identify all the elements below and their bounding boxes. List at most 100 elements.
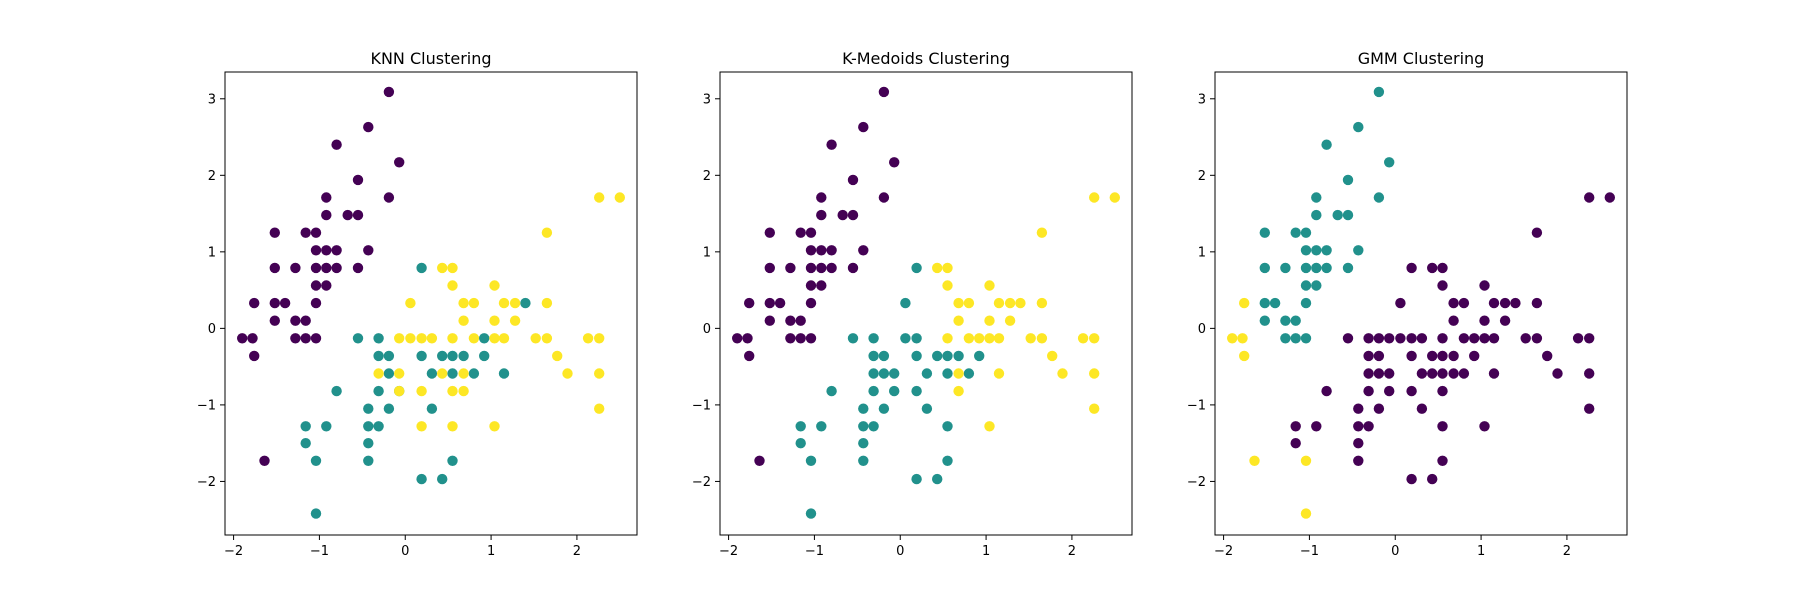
scatter-point-cluster-2 — [447, 421, 458, 432]
scatter-point-cluster-2 — [489, 333, 500, 344]
scatter-point-cluster-1 — [974, 350, 985, 362]
y-tick-label: −1 — [197, 398, 216, 413]
y-tick-label: 1 — [208, 245, 216, 260]
scatter-point-cluster-0 — [847, 209, 859, 221]
scatter-point-cluster-0 — [352, 262, 364, 274]
scatter-point-cluster-2 — [1227, 333, 1238, 344]
scatter-point-cluster-0 — [1542, 350, 1553, 362]
scatter-point-cluster-0 — [1437, 280, 1448, 291]
scatter-point-cluster-1 — [953, 350, 964, 362]
scatter-point-cluster-2 — [1036, 227, 1048, 238]
scatter-point-cluster-2 — [984, 280, 995, 291]
scatter-point-cluster-1 — [868, 385, 879, 397]
scatter-point-cluster-0 — [1604, 192, 1616, 203]
scatter-point-cluster-2 — [489, 315, 500, 326]
scatter-point-cluster-2 — [1249, 455, 1260, 466]
scatter-point-cluster-2 — [1089, 192, 1100, 203]
scatter-point-cluster-0 — [290, 333, 301, 344]
scatter-point-cluster-0 — [847, 174, 859, 186]
scatter-point-cluster-0 — [269, 227, 280, 238]
scatter-point-cluster-1 — [921, 368, 933, 379]
scatter-point-cluster-2 — [405, 333, 416, 344]
scatter-point-cluster-0 — [1373, 333, 1385, 344]
scatter-point-cluster-0 — [1510, 297, 1521, 309]
scatter-point-cluster-0 — [816, 262, 827, 274]
scatter-point-cluster-1 — [363, 403, 374, 414]
scatter-point-cluster-0 — [1416, 403, 1428, 414]
scatter-point-cluster-0 — [269, 262, 280, 274]
scatter-point-cluster-0 — [1321, 385, 1332, 397]
scatter-point-cluster-1 — [373, 385, 384, 397]
scatter-point-cluster-1 — [1300, 262, 1312, 274]
plot-frame — [719, 71, 1133, 536]
scatter-point-cluster-2 — [932, 262, 943, 274]
scatter-point-cluster-0 — [1448, 368, 1459, 379]
scatter-point-cluster-1 — [1342, 209, 1354, 221]
scatter-point-cluster-2 — [447, 280, 458, 291]
scatter-point-cluster-0 — [269, 315, 280, 326]
plot-frame — [224, 71, 638, 536]
scatter-point-cluster-2 — [1036, 297, 1048, 309]
scatter-point-cluster-0 — [1552, 368, 1563, 379]
scatter-point-cluster-1 — [373, 350, 384, 362]
scatter-point-cluster-1 — [437, 350, 448, 362]
scatter-point-cluster-2 — [963, 333, 975, 344]
scatter-point-cluster-1 — [1311, 245, 1322, 256]
scatter-point-cluster-1 — [795, 421, 806, 432]
scatter-point-cluster-1 — [331, 385, 342, 397]
scatter-point-cluster-0 — [1488, 297, 1500, 309]
scatter-point-cluster-2 — [498, 333, 510, 344]
scatter-point-cluster-1 — [1321, 139, 1332, 150]
chart-title: K-Medoids Clustering — [842, 49, 1010, 68]
x-tick-label: −2 — [719, 544, 738, 559]
scatter-point-cluster-0 — [764, 227, 775, 238]
scatter-point-cluster-1 — [911, 333, 922, 344]
scatter-point-cluster-0 — [352, 174, 364, 186]
scatter-point-cluster-2 — [594, 403, 605, 414]
scatter-point-cluster-1 — [868, 421, 879, 432]
scatter-point-cluster-2 — [614, 192, 625, 203]
scatter-point-cluster-1 — [1332, 209, 1343, 221]
scatter-point-cluster-0 — [1584, 333, 1595, 344]
scatter-point-cluster-2 — [984, 315, 995, 326]
scatter-point-cluster-0 — [1363, 350, 1374, 362]
scatter-point-cluster-1 — [1280, 333, 1291, 344]
scatter-point-cluster-2 — [489, 421, 500, 432]
scatter-point-cluster-2 — [509, 315, 521, 326]
scatter-point-cluster-2 — [1057, 368, 1068, 379]
scatter-point-cluster-0 — [300, 333, 311, 344]
scatter-point-cluster-2 — [1077, 333, 1089, 344]
scatter-point-cluster-1 — [363, 421, 374, 432]
scatter-point-cluster-2 — [1300, 508, 1312, 519]
subplot-kmedoids: K-Medoids Clustering −2 −1 0 1 2 −2 −1 0 1 2 3 — [692, 49, 1133, 559]
scatter-point-cluster-0 — [742, 333, 753, 344]
scatter-point-cluster-1 — [383, 403, 395, 414]
scatter-point-cluster-0 — [237, 333, 248, 344]
scatter-point-cluster-1 — [479, 333, 490, 344]
scatter-point-cluster-0 — [310, 245, 322, 256]
scatter-point-cluster-2 — [562, 368, 573, 379]
scatter-point-cluster-0 — [764, 315, 775, 326]
scatter-point-cluster-0 — [805, 280, 817, 291]
scatter-point-cluster-0 — [1531, 333, 1543, 344]
scatter-point-cluster-0 — [1499, 315, 1511, 326]
scatter-point-cluster-0 — [1353, 421, 1364, 432]
scatter-point-cluster-2 — [963, 297, 975, 309]
scatter-point-cluster-0 — [290, 262, 301, 274]
scatter-point-cluster-0 — [1384, 385, 1395, 397]
scatter-point-cluster-0 — [785, 262, 796, 274]
scatter-point-cluster-0 — [1437, 385, 1448, 397]
scatter-point-cluster-0 — [249, 297, 260, 309]
subplot-gmm: GMM Clustering −2 −1 0 1 2 −2 −1 0 1 2 3 — [1187, 49, 1628, 559]
scatter-point-cluster-0 — [1520, 333, 1531, 344]
scatter-point-cluster-1 — [300, 421, 311, 432]
scatter-point-cluster-0 — [249, 350, 260, 362]
scatter-point-cluster-2 — [458, 297, 469, 309]
scatter-point-cluster-1 — [416, 350, 427, 362]
scatter-point-cluster-0 — [1469, 350, 1480, 362]
scatter-point-cluster-0 — [1448, 315, 1459, 326]
scatter-point-cluster-1 — [426, 368, 438, 379]
scatter-point-cluster-1 — [1259, 227, 1271, 238]
